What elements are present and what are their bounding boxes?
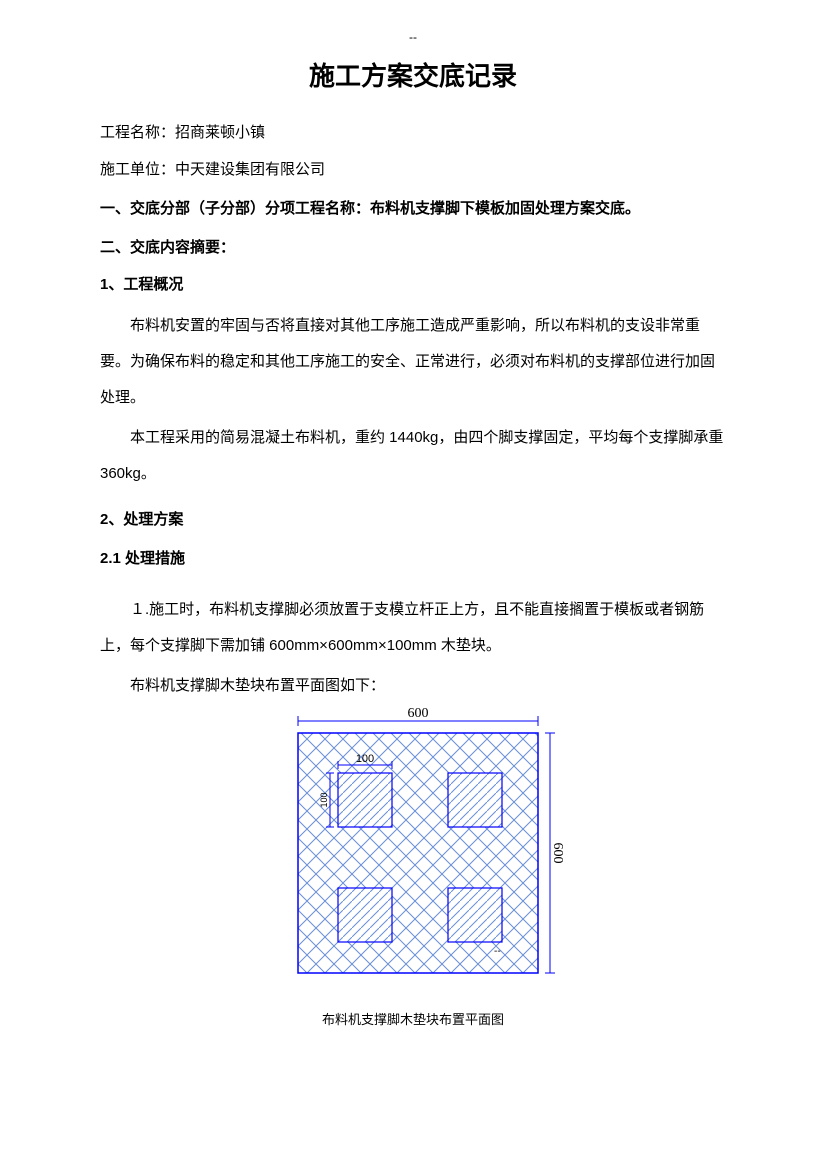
contractor-value: 中天建设集团有限公司 [175, 161, 325, 178]
subsection-1-heading: 1、工程概况 [100, 273, 726, 294]
contractor-label: 施工单位： [100, 161, 175, 178]
measures-paragraph-1: １.施工时，布料机支撑脚必须放置于支模立杆正上方，且不能直接搁置于模板或者钢筋上… [100, 592, 726, 664]
diagram-caption: 布料机支撑脚木垫块布置平面图 [100, 1009, 726, 1028]
diagram-container: 600 600 100 100 -- [100, 703, 726, 1003]
section-1-heading: 一、交底分部（子分部）分项工程名称：布料机支撑脚下模板加固处理方案交底。 [100, 197, 726, 218]
overview-paragraph-1: 布料机安置的牢固与否将直接对其他工序施工造成严重影响，所以布料机的支设非常重要。… [100, 308, 726, 416]
subsection-2-heading: 2、处理方案 [100, 508, 726, 529]
project-label: 工程名称： [100, 124, 175, 141]
svg-text:--: -- [494, 946, 501, 957]
svg-text:600: 600 [550, 843, 565, 864]
page-marker: -- [100, 30, 726, 44]
contractor-field: 施工单位：中天建设集团有限公司 [100, 158, 726, 179]
svg-text:600: 600 [408, 706, 429, 721]
document-title: 施工方案交底记录 [100, 56, 726, 93]
overview-paragraph-2: 本工程采用的简易混凝土布料机，重约 1440kg，由四个脚支撑固定，平均每个支撑… [100, 420, 726, 492]
project-value: 招商莱顿小镇 [175, 124, 265, 141]
plan-diagram: 600 600 100 100 -- [253, 703, 573, 1003]
section-2-heading: 二、交底内容摘要： [100, 236, 726, 257]
project-field: 工程名称：招商莱顿小镇 [100, 121, 726, 142]
diagram-intro: 布料机支撑脚木垫块布置平面图如下： [100, 674, 726, 695]
subsection-2-1-heading: 2.1 处理措施 [100, 547, 726, 568]
svg-text:100: 100 [319, 792, 329, 807]
svg-text:100: 100 [356, 753, 374, 765]
